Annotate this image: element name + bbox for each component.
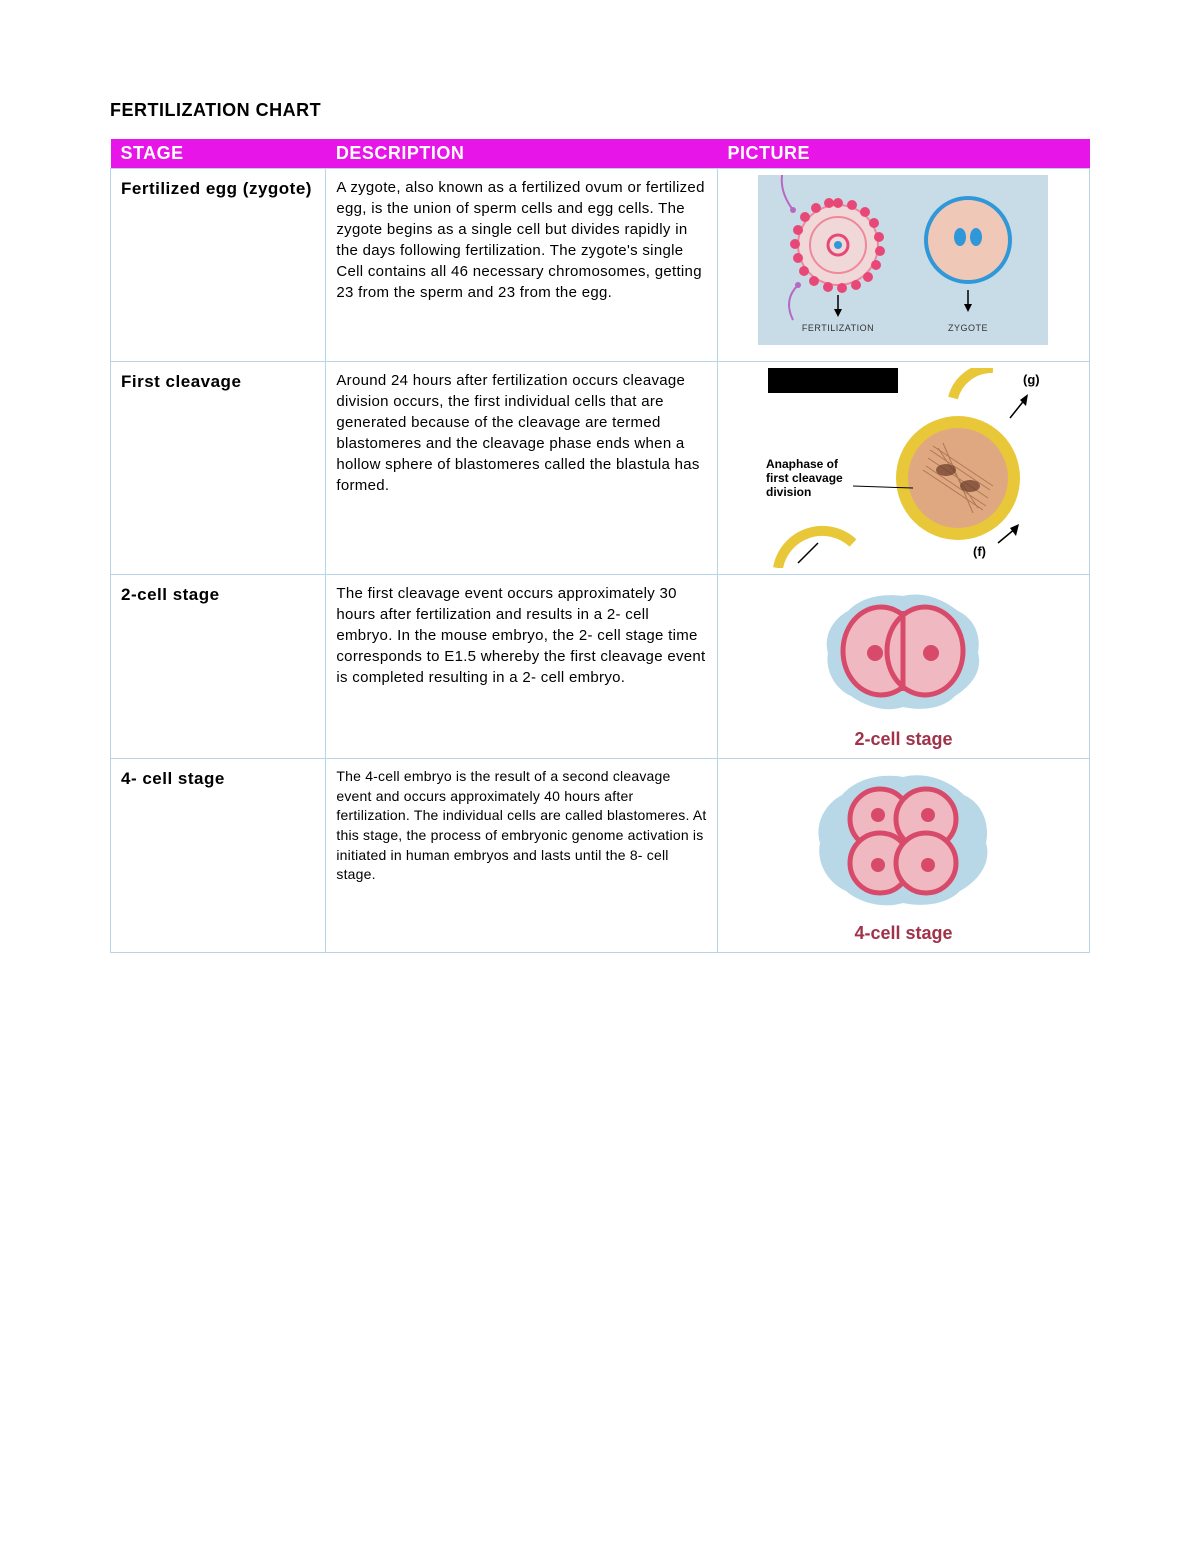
four-cell-caption: 4-cell stage — [724, 921, 1083, 946]
col-description: DESCRIPTION — [326, 139, 718, 169]
picture-cell: 2-cell stage — [717, 575, 1089, 759]
svg-text:FERTILIZATION: FERTILIZATION — [802, 323, 874, 333]
table-row: Fertilized egg (zygote) A zygote, also k… — [111, 169, 1090, 362]
cleavage-diagram-icon: (g) — [758, 368, 1048, 568]
description-cell: Around 24 hours after fertilization occu… — [326, 362, 718, 575]
table-row: 4- cell stage The 4-cell embryo is the r… — [111, 759, 1090, 953]
svg-text:(f): (f) — [973, 544, 986, 559]
picture-cell: (g) — [717, 362, 1089, 575]
four-cell-icon — [798, 765, 1008, 915]
svg-text:first cleavage: first cleavage — [766, 471, 843, 485]
two-cell-icon — [803, 581, 1003, 721]
svg-text:division: division — [766, 485, 811, 499]
table-header-row: STAGE DESCRIPTION PICTURE — [111, 139, 1090, 169]
picture-cell: FERTILIZATION ZYGOTE — [717, 169, 1089, 362]
description-cell: The first cleavage event occurs approxim… — [326, 575, 718, 759]
svg-text:ZYGOTE: ZYGOTE — [948, 323, 988, 333]
stage-cell: First cleavage — [111, 362, 326, 575]
zygote-diagram-icon: FERTILIZATION ZYGOTE — [758, 175, 1048, 355]
stage-cell: 2-cell stage — [111, 575, 326, 759]
two-cell-caption: 2-cell stage — [724, 727, 1083, 752]
stage-cell: Fertilized egg (zygote) — [111, 169, 326, 362]
description-cell: The 4-cell embryo is the result of a sec… — [326, 759, 718, 953]
page-title: FERTILIZATION CHART — [110, 100, 1090, 121]
picture-cell: 4-cell stage — [717, 759, 1089, 953]
stage-cell: 4- cell stage — [111, 759, 326, 953]
fertilization-table: STAGE DESCRIPTION PICTURE Fertilized egg… — [110, 139, 1090, 953]
svg-text:Anaphase of: Anaphase of — [766, 457, 839, 471]
description-cell: A zygote, also known as a fertilized ovu… — [326, 169, 718, 362]
col-stage: STAGE — [111, 139, 326, 169]
svg-text:(g): (g) — [1023, 372, 1040, 387]
col-picture: PICTURE — [717, 139, 1089, 169]
table-row: First cleavage Around 24 hours after fer… — [111, 362, 1090, 575]
table-row: 2-cell stage The first cleavage event oc… — [111, 575, 1090, 759]
